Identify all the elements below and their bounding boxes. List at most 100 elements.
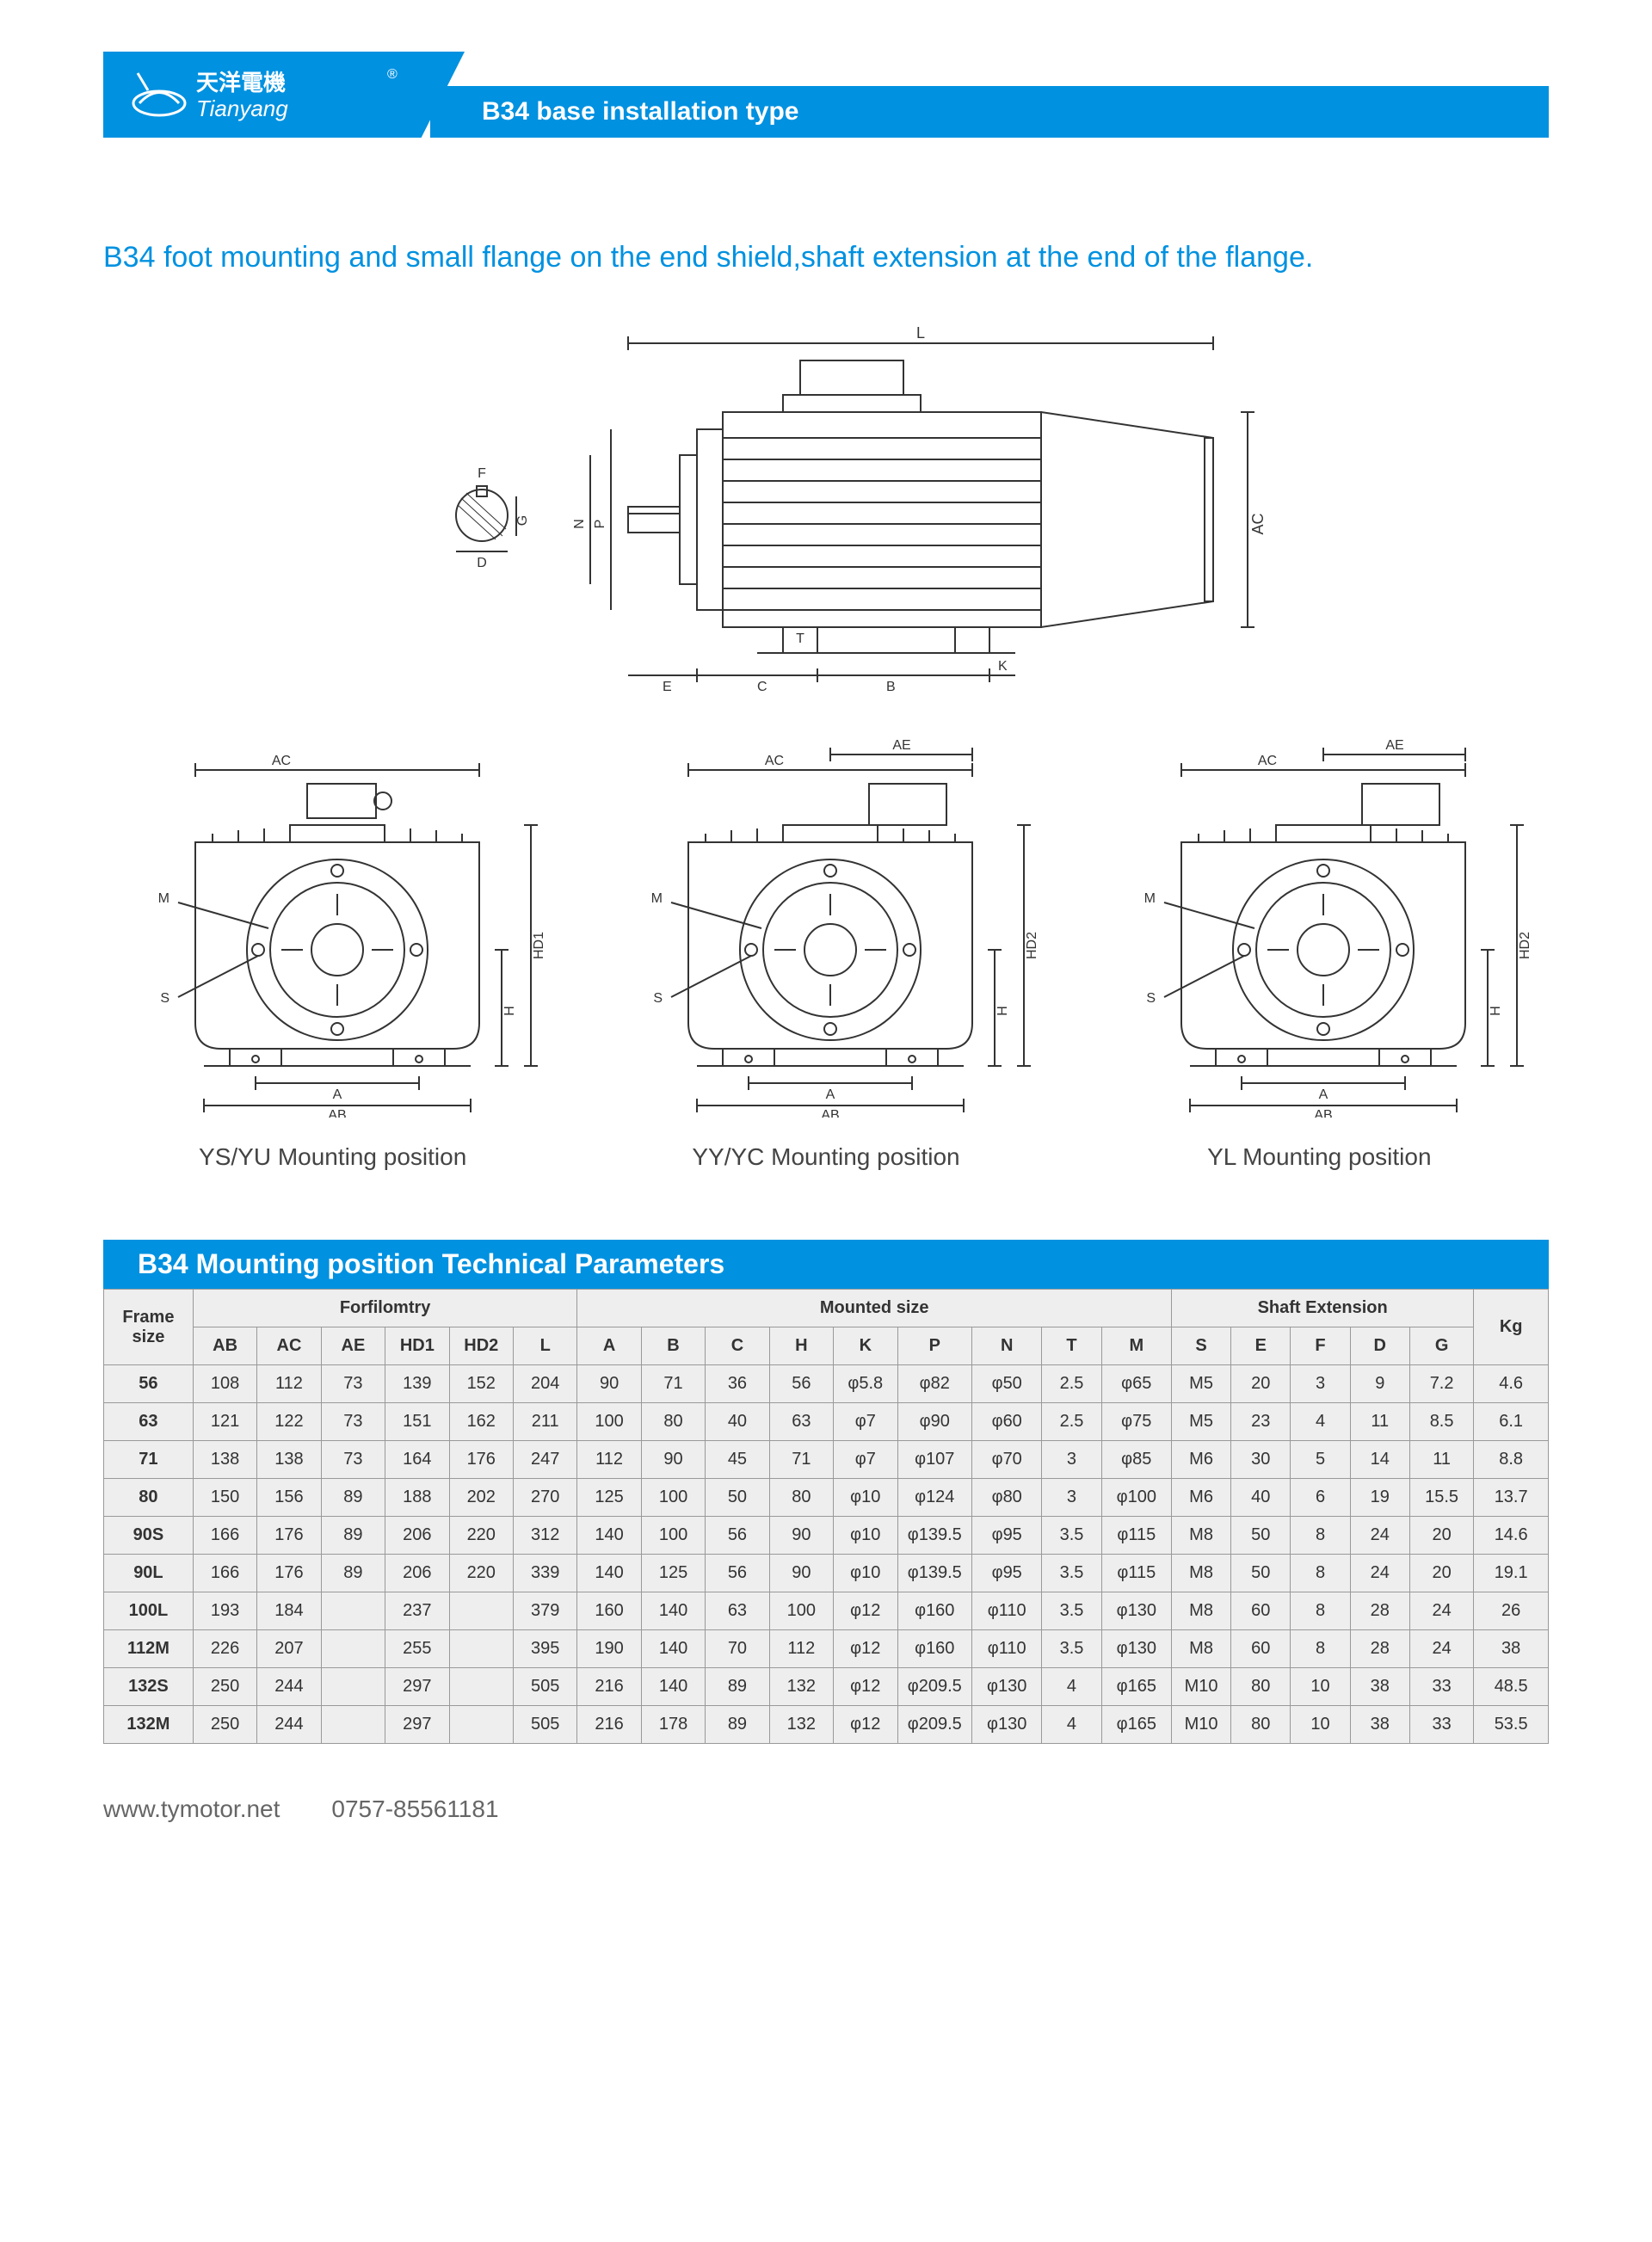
- table-cell: φ90: [897, 1403, 972, 1441]
- motor-front-drawing: AC M: [109, 739, 557, 1118]
- svg-text:M: M: [651, 891, 663, 906]
- table-cell: 100: [577, 1403, 641, 1441]
- table-cell: 13.7: [1474, 1479, 1549, 1517]
- table-cell: 164: [385, 1441, 449, 1479]
- table-cell: φ165: [1101, 1668, 1171, 1706]
- table-cell: 138: [257, 1441, 321, 1479]
- table-cell: φ75: [1101, 1403, 1171, 1441]
- svg-text:A: A: [1319, 1087, 1328, 1102]
- table-cell: 10: [1291, 1706, 1350, 1744]
- table-cell: 112: [769, 1630, 833, 1668]
- table-cell: 207: [257, 1630, 321, 1668]
- table-cell: 188: [385, 1479, 449, 1517]
- table-cell: 244: [257, 1706, 321, 1744]
- table-cell: φ95: [972, 1555, 1042, 1592]
- table-cell: 255: [385, 1630, 449, 1668]
- table-cell: 24: [1409, 1630, 1473, 1668]
- table-cell: [449, 1668, 513, 1706]
- table-cell: 60: [1231, 1592, 1291, 1630]
- table-cell: 38: [1474, 1630, 1549, 1668]
- table-cell: φ12: [834, 1592, 897, 1630]
- table-cell: 270: [513, 1479, 576, 1517]
- table-cell: 38: [1350, 1668, 1409, 1706]
- table-cell: φ130: [1101, 1630, 1171, 1668]
- table-cell: φ12: [834, 1630, 897, 1668]
- table-cell: φ110: [972, 1630, 1042, 1668]
- table-row: 80150156891882022701251005080φ10φ124φ803…: [104, 1479, 1549, 1517]
- table-cell: φ107: [897, 1441, 972, 1479]
- table-sub-header: M: [1101, 1327, 1171, 1365]
- svg-text:E: E: [663, 680, 672, 694]
- table-cell: 8.5: [1409, 1403, 1473, 1441]
- table-group-header: Forfilomtry: [193, 1290, 577, 1327]
- table-cell: 60: [1231, 1630, 1291, 1668]
- motor-front-drawing: AC AE: [602, 739, 1050, 1118]
- table-cell: 152: [449, 1365, 513, 1403]
- table-cell: φ110: [972, 1592, 1042, 1630]
- table-cell: 3: [1042, 1479, 1101, 1517]
- table-cell: φ130: [972, 1706, 1042, 1744]
- table-cell: 220: [449, 1555, 513, 1592]
- table-cell: 122: [257, 1403, 321, 1441]
- table-cell: 7.2: [1409, 1365, 1473, 1403]
- svg-text:B: B: [886, 680, 896, 694]
- table-cell: φ160: [897, 1592, 972, 1630]
- table-cell: 176: [257, 1517, 321, 1555]
- table-cell: φ209.5: [897, 1706, 972, 1744]
- svg-text:A: A: [826, 1087, 835, 1102]
- table-group-header: Mounted size: [577, 1290, 1172, 1327]
- footer-url: www.tymotor.net: [103, 1795, 280, 1823]
- params-table: Frame sizeForfilomtryMounted sizeShaft E…: [103, 1289, 1549, 1744]
- table-cell: 2.5: [1042, 1403, 1101, 1441]
- table-cell: 71: [769, 1441, 833, 1479]
- table-row: 100L19318423737916014063100φ12φ160φ1103.…: [104, 1592, 1549, 1630]
- svg-text:H: H: [1489, 1006, 1503, 1016]
- table-row-header: 80: [104, 1479, 194, 1517]
- svg-text:AE: AE: [892, 739, 910, 753]
- table-cell: φ12: [834, 1668, 897, 1706]
- page-description: B34 foot mounting and small flange on th…: [103, 241, 1549, 274]
- table-cell: 339: [513, 1555, 576, 1592]
- table-cell: 151: [385, 1403, 449, 1441]
- svg-text:AC: AC: [272, 754, 291, 768]
- svg-text:HD2: HD2: [1518, 932, 1532, 959]
- header-title-block: B34 base installation type: [430, 86, 1549, 138]
- brand-latin: Tianyang: [196, 95, 288, 121]
- drawing-caption: YL Mounting position: [1207, 1143, 1431, 1171]
- table-cell: 20: [1231, 1365, 1291, 1403]
- table-cell: 100: [641, 1517, 705, 1555]
- header-band: 天洋電機 Tianyang ® B34 base installation ty…: [0, 52, 1652, 138]
- table-cell: 80: [641, 1403, 705, 1441]
- table-cell: 15.5: [1409, 1479, 1473, 1517]
- table-cell: φ209.5: [897, 1668, 972, 1706]
- table-cell: φ130: [1101, 1592, 1171, 1630]
- table-row: 132S25024429750521614089132φ12φ209.5φ130…: [104, 1668, 1549, 1706]
- table-cell: 312: [513, 1517, 576, 1555]
- table-cell: 176: [257, 1555, 321, 1592]
- table-cell: φ70: [972, 1441, 1042, 1479]
- table-cell: 8: [1291, 1592, 1350, 1630]
- table-cell: φ65: [1101, 1365, 1171, 1403]
- table-cell: [449, 1592, 513, 1630]
- svg-text:N: N: [572, 519, 587, 529]
- table-cell: 4: [1042, 1706, 1101, 1744]
- table-row-header: 71: [104, 1441, 194, 1479]
- svg-text:HD2: HD2: [1025, 932, 1039, 959]
- footer-phone: 0757-85561181: [331, 1795, 498, 1823]
- table-cell: 156: [257, 1479, 321, 1517]
- table-cell: 45: [706, 1441, 769, 1479]
- brand-logo-icon: 天洋電機 Tianyang ®: [129, 65, 404, 125]
- section-heading: B34 Mounting position Technical Paramete…: [103, 1240, 1549, 1289]
- table-cell: 150: [193, 1479, 256, 1517]
- table-cell: [449, 1706, 513, 1744]
- side-drawing-wrap: L: [103, 326, 1549, 705]
- table-row-header: 90L: [104, 1555, 194, 1592]
- svg-text:T: T: [796, 631, 804, 646]
- table-cell: φ85: [1101, 1441, 1171, 1479]
- table-cell: 89: [706, 1706, 769, 1744]
- table-cell: φ160: [897, 1630, 972, 1668]
- table-cell: 140: [641, 1592, 705, 1630]
- svg-text:AB: AB: [1315, 1108, 1333, 1118]
- table-cell: φ60: [972, 1403, 1042, 1441]
- table-cell: 216: [577, 1668, 641, 1706]
